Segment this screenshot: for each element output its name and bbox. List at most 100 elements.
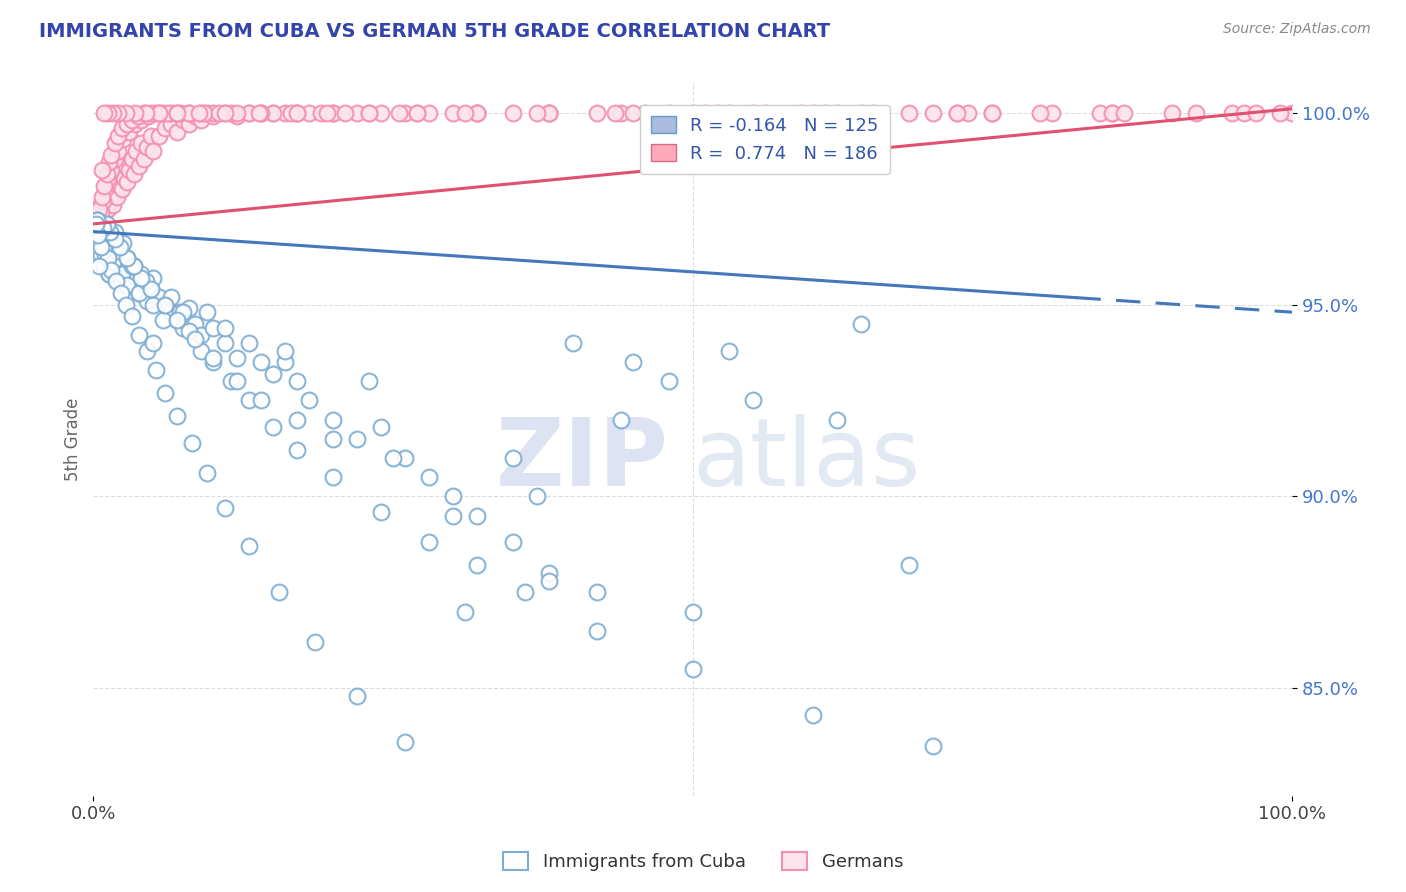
Point xyxy=(114,297,136,311)
Point xyxy=(155,120,177,135)
Point xyxy=(513,585,536,599)
Point xyxy=(1281,105,1303,120)
Point xyxy=(87,220,110,235)
Point xyxy=(90,209,112,223)
Point xyxy=(262,420,284,434)
Point xyxy=(454,105,477,120)
Point xyxy=(465,105,488,120)
Point xyxy=(155,385,177,400)
Point xyxy=(86,213,108,227)
Point xyxy=(152,105,174,120)
Point xyxy=(370,420,392,434)
Point xyxy=(465,105,488,120)
Point xyxy=(115,252,138,266)
Point xyxy=(208,105,231,120)
Point xyxy=(86,213,108,227)
Point xyxy=(94,247,117,261)
Point xyxy=(125,270,148,285)
Point xyxy=(298,393,321,408)
Point xyxy=(202,320,225,334)
Point xyxy=(103,170,125,185)
Point xyxy=(322,105,344,120)
Point xyxy=(160,105,183,120)
Point xyxy=(526,105,548,120)
Point xyxy=(96,167,118,181)
Point xyxy=(142,270,165,285)
Point xyxy=(139,282,162,296)
Point xyxy=(406,105,429,120)
Point xyxy=(166,105,188,120)
Point xyxy=(585,105,607,120)
Point xyxy=(89,259,111,273)
Point xyxy=(202,351,225,366)
Point xyxy=(346,105,368,120)
Point xyxy=(93,178,115,193)
Point xyxy=(89,202,111,216)
Point xyxy=(179,105,201,120)
Point xyxy=(129,113,152,128)
Point xyxy=(112,132,135,146)
Point xyxy=(741,105,763,120)
Point xyxy=(98,194,121,208)
Point xyxy=(357,105,380,120)
Y-axis label: 5th Grade: 5th Grade xyxy=(65,397,82,481)
Point xyxy=(107,144,129,158)
Point xyxy=(169,305,191,319)
Point xyxy=(169,105,191,120)
Point xyxy=(160,305,183,319)
Point xyxy=(97,105,120,120)
Point xyxy=(129,136,152,151)
Point xyxy=(111,182,134,196)
Point xyxy=(682,605,704,619)
Point xyxy=(108,178,131,193)
Point xyxy=(226,110,249,124)
Point xyxy=(93,205,115,219)
Point xyxy=(346,432,368,446)
Point xyxy=(86,213,108,227)
Point xyxy=(682,105,704,120)
Point xyxy=(179,324,201,338)
Point xyxy=(184,332,207,346)
Point xyxy=(148,128,170,143)
Point xyxy=(202,105,225,120)
Point xyxy=(214,320,236,334)
Point xyxy=(957,105,980,120)
Point xyxy=(110,285,132,300)
Point xyxy=(801,708,824,723)
Point xyxy=(193,105,215,120)
Point xyxy=(370,105,392,120)
Point xyxy=(658,105,681,120)
Point xyxy=(135,275,157,289)
Point xyxy=(166,313,188,327)
Point xyxy=(148,105,170,120)
Point xyxy=(502,535,524,549)
Point xyxy=(132,152,155,166)
Point xyxy=(100,148,122,162)
Point xyxy=(280,105,302,120)
Point xyxy=(112,236,135,251)
Point xyxy=(418,535,440,549)
Point xyxy=(118,125,141,139)
Point xyxy=(184,110,207,124)
Point xyxy=(238,539,260,553)
Point xyxy=(104,232,127,246)
Point xyxy=(122,259,145,273)
Point xyxy=(454,605,477,619)
Point xyxy=(945,105,967,120)
Point xyxy=(152,313,174,327)
Point xyxy=(285,374,308,388)
Point xyxy=(316,105,339,120)
Point xyxy=(304,635,326,649)
Legend: Immigrants from Cuba, Germans: Immigrants from Cuba, Germans xyxy=(496,846,910,879)
Point xyxy=(981,105,1004,120)
Point xyxy=(190,328,212,343)
Point xyxy=(537,574,560,588)
Point xyxy=(97,267,120,281)
Point xyxy=(155,297,177,311)
Point xyxy=(285,443,308,458)
Point xyxy=(357,105,380,120)
Point xyxy=(105,275,128,289)
Point xyxy=(148,290,170,304)
Point xyxy=(84,217,107,231)
Point xyxy=(262,105,284,120)
